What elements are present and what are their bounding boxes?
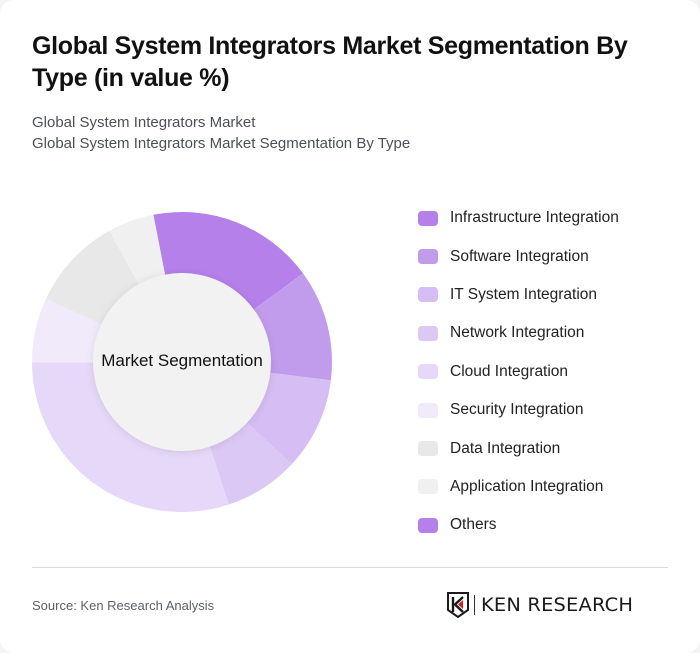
donut-chart: Market Segmentation: [0, 200, 380, 530]
legend-label: Data Integration: [450, 439, 561, 457]
legend-swatch: [418, 210, 438, 226]
subtitle-market: Global System Integrators Market: [32, 114, 256, 131]
legend-label: Others: [450, 516, 497, 534]
legend-label: Software Integration: [450, 247, 589, 265]
legend-swatch: [418, 249, 438, 265]
subtitle-segmentation: Global System Integrators Market Segment…: [32, 135, 411, 152]
legend-label: Cloud Integration: [450, 362, 569, 380]
legend-swatch: [418, 325, 438, 341]
legend-item-data[interactable]: Data Integration: [418, 429, 619, 467]
legend-swatch: [418, 402, 438, 418]
legend-label: Security Integration: [450, 401, 584, 419]
source-note: Source: Ken Research Analysis: [32, 598, 215, 613]
legend-item-software[interactable]: Software Integration: [418, 237, 619, 275]
legend-swatch: [418, 479, 438, 495]
donut-slice-cloud-integration[interactable]: [32, 362, 229, 512]
legend-item-network[interactable]: Network Integration: [418, 314, 619, 352]
legend-label: Network Integration: [450, 324, 585, 342]
legend: Infrastructure Integration Software Inte…: [418, 199, 619, 545]
legend-item-it-system[interactable]: IT System Integration: [418, 276, 619, 314]
logo-separator: [474, 595, 475, 615]
legend-label: Application Integration: [450, 477, 604, 495]
legend-swatch: [418, 517, 438, 533]
subtitle: Global System Integrators Market Global …: [32, 112, 410, 154]
legend-swatch: [418, 287, 438, 303]
center-label: Market Segmentation: [101, 351, 263, 370]
legend-swatch: [418, 364, 438, 380]
legend-item-infrastructure[interactable]: Infrastructure Integration: [418, 199, 619, 237]
legend-item-cloud[interactable]: Cloud Integration: [418, 353, 619, 391]
legend-item-application[interactable]: Application Integration: [418, 468, 619, 506]
ken-research-shield-icon: [447, 592, 469, 618]
donut-center: [93, 273, 271, 451]
legend-item-others[interactable]: Others: [418, 506, 619, 544]
ken-research-logo: KEN RESEARCH: [447, 592, 634, 618]
donut-svg: [32, 212, 332, 512]
legend-label: Infrastructure Integration: [450, 209, 619, 227]
logo-wordmark: KEN RESEARCH: [481, 594, 634, 616]
legend-item-security[interactable]: Security Integration: [418, 391, 619, 429]
legend-swatch: [418, 441, 438, 457]
page-title: Global System Integrators Market Segment…: [32, 32, 628, 92]
footer-divider: [32, 567, 668, 568]
legend-label: IT System Integration: [450, 285, 598, 303]
